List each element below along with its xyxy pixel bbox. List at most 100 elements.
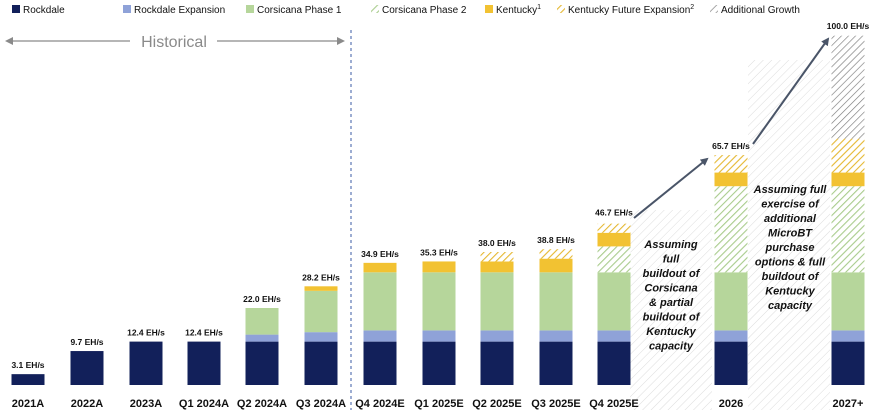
legend-label-kentucky: Kentucky1: [496, 4, 541, 16]
bar-corsicana-phase-1-2026: [714, 272, 748, 331]
note-microbt-options: Assuming full exercise of additional MicroB…: [753, 184, 828, 312]
bar-rockdale-q2-2024a: [245, 341, 279, 385]
growth-arrow-2: [752, 37, 830, 145]
x-tick-2022a: 2022A: [71, 398, 103, 410]
bar-rockdale-q1-2024a: [187, 341, 221, 385]
note-region-2: [748, 60, 830, 410]
bar-rockdale-2027: [831, 341, 865, 385]
total-label-q3-2024a: 28.2 EH/s: [302, 272, 340, 282]
growth-arrows: [633, 37, 830, 219]
bar-rockdale-q3-2024a: [304, 341, 338, 385]
legend-swatch-corsicana-phase-1: [246, 5, 254, 13]
bar-rockdale-2021a: [11, 374, 45, 385]
total-label-2023a: 12.4 EH/s: [127, 328, 165, 338]
bar-rockdale-q1-2025e: [422, 341, 456, 385]
bar-rockdale-expansion-2027: [831, 330, 865, 342]
bar-kentucky-2026: [714, 172, 748, 187]
bar-rockdale-expansion-q3-2025e: [539, 330, 573, 342]
total-label-2027: 100.0 EH/s: [827, 21, 870, 31]
bar-rockdale-2023a: [129, 341, 163, 385]
legend-swatch-additional-growth: [710, 5, 718, 13]
x-tick-2026: 2026: [719, 398, 743, 410]
bar-kentucky-2027: [831, 172, 865, 187]
legend-label-rockdale: Rockdale: [23, 5, 65, 16]
bar-rockdale-2026: [714, 341, 748, 385]
bar-corsicana-phase-1-q2-2025e: [480, 272, 514, 331]
bar-corsicana-phase-1-q4-2024e: [363, 272, 397, 331]
x-tick-q1-2025e: Q1 2025E: [414, 398, 464, 410]
total-labels: 3.1 EH/s 9.7 EH/s 12.4 EH/s 12.4 EH/s 22.0 E…: [11, 21, 869, 370]
bar-rockdale-q2-2025e: [480, 341, 514, 385]
total-label-q4-2024e: 34.9 EH/s: [361, 249, 399, 259]
total-label-2021a: 3.1 EH/s: [11, 360, 44, 370]
x-tick-2021a: 2021A: [12, 398, 44, 410]
bar-corsicana-phase-2-2027: [831, 186, 865, 273]
bar-kentucky-q3-2025e: [539, 258, 573, 273]
x-tick-2027: 2027+: [833, 398, 864, 410]
bar-kentucky-future-expansion-2026: [714, 155, 748, 173]
bar-kentucky-q4-2025e: [597, 232, 631, 247]
legend-label-corsicana-phase-1: Corsicana Phase 1: [257, 5, 342, 16]
bar-rockdale-q3-2025e: [539, 341, 573, 385]
total-label-q1-2025e: 35.3 EH/s: [420, 247, 458, 257]
projection-note-backgrounds: [630, 60, 830, 410]
legend-swatch-rockdale-expansion: [123, 5, 131, 13]
total-label-q4-2025e: 46.7 EH/s: [595, 208, 633, 218]
total-label-q3-2025e: 38.8 EH/s: [537, 235, 575, 245]
bar-kentucky-q1-2025e: [422, 261, 456, 273]
note-region-1: [630, 210, 712, 410]
bar-corsicana-phase-1-q3-2025e: [539, 272, 573, 331]
bar-kentucky-future-expansion-q2-2025e: [480, 252, 514, 262]
bar-kentucky-q2-2025e: [480, 261, 514, 273]
x-tick-q4-2024e: Q4 2024E: [355, 398, 405, 410]
legend-swatch-kentucky-future-expansion: [557, 5, 565, 13]
historical-label: Historical: [141, 34, 207, 51]
legend-label-additional-growth: Additional Growth: [721, 5, 800, 16]
legend-label-kentucky-future-expansion: Kentucky Future Expansion2: [568, 4, 694, 16]
bar-rockdale-q4-2025e: [597, 341, 631, 385]
legend-swatch-corsicana-phase-2: [371, 5, 379, 13]
bar-kentucky-future-expansion-2027: [831, 138, 865, 173]
legend: Rockdale Rockdale Expansion Corsicana Phas…: [12, 4, 800, 16]
x-tick-q1-2024a: Q1 2024A: [179, 398, 229, 410]
legend-swatch-kentucky: [485, 5, 493, 13]
bar-rockdale-2022a: [70, 351, 104, 385]
total-label-2026: 65.7 EH/s: [712, 141, 750, 151]
bar-corsicana-phase-2-2026: [714, 186, 748, 273]
bar-kentucky-future-expansion-q3-2025e: [539, 249, 573, 259]
bar-rockdale-expansion-q2-2024a: [245, 334, 279, 342]
bar-rockdale-expansion-q2-2025e: [480, 330, 514, 342]
growth-arrow-1: [633, 157, 709, 219]
bar-kentucky-future-expansion-q4-2025e: [597, 223, 631, 233]
note-full-buildout-corsicana: Assuming full buildout of Corsicana & partia…: [643, 239, 701, 353]
bar-corsicana-phase-1-q4-2025e: [597, 272, 631, 331]
bar-rockdale-expansion-q3-2024a: [304, 332, 338, 342]
x-tick-q3-2024a: Q3 2024A: [296, 398, 346, 410]
bar-corsicana-phase-1-2027: [831, 272, 865, 331]
x-tick-q3-2025e: Q3 2025E: [531, 398, 581, 410]
x-tick-q4-2025e: Q4 2025E: [589, 398, 639, 410]
total-label-q1-2024a: 12.4 EH/s: [185, 328, 223, 338]
total-label-2022a: 9.7 EH/s: [70, 337, 103, 347]
total-label-q2-2025e: 38.0 EH/s: [478, 238, 516, 248]
legend-label-rockdale-expansion: Rockdale Expansion: [134, 5, 225, 16]
bars: [11, 35, 865, 385]
legend-swatch-rockdale: [12, 5, 20, 13]
bar-corsicana-phase-1-q2-2024a: [245, 308, 279, 335]
bar-rockdale-expansion-q1-2025e: [422, 330, 456, 342]
total-label-q2-2024a: 22.0 EH/s: [243, 294, 281, 304]
bar-rockdale-expansion-q4-2025e: [597, 330, 631, 342]
bar-kentucky-q3-2024a: [304, 286, 338, 291]
bar-rockdale-expansion-2026: [714, 330, 748, 342]
x-tick-q2-2024a: Q2 2024A: [237, 398, 287, 410]
historical-annotation: Historical: [5, 30, 352, 410]
legend-label-corsicana-phase-2: Corsicana Phase 2: [382, 5, 467, 16]
bar-corsicana-phase-1-q1-2025e: [422, 272, 456, 331]
bar-corsicana-phase-1-q3-2024a: [304, 290, 338, 333]
x-tick-q2-2025e: Q2 2025E: [472, 398, 522, 410]
bar-rockdale-expansion-q4-2024e: [363, 330, 397, 342]
bar-additional-growth-2027: [831, 35, 865, 139]
bar-corsicana-phase-2-q4-2025e: [597, 246, 631, 273]
x-tick-2023a: 2023A: [130, 398, 162, 410]
